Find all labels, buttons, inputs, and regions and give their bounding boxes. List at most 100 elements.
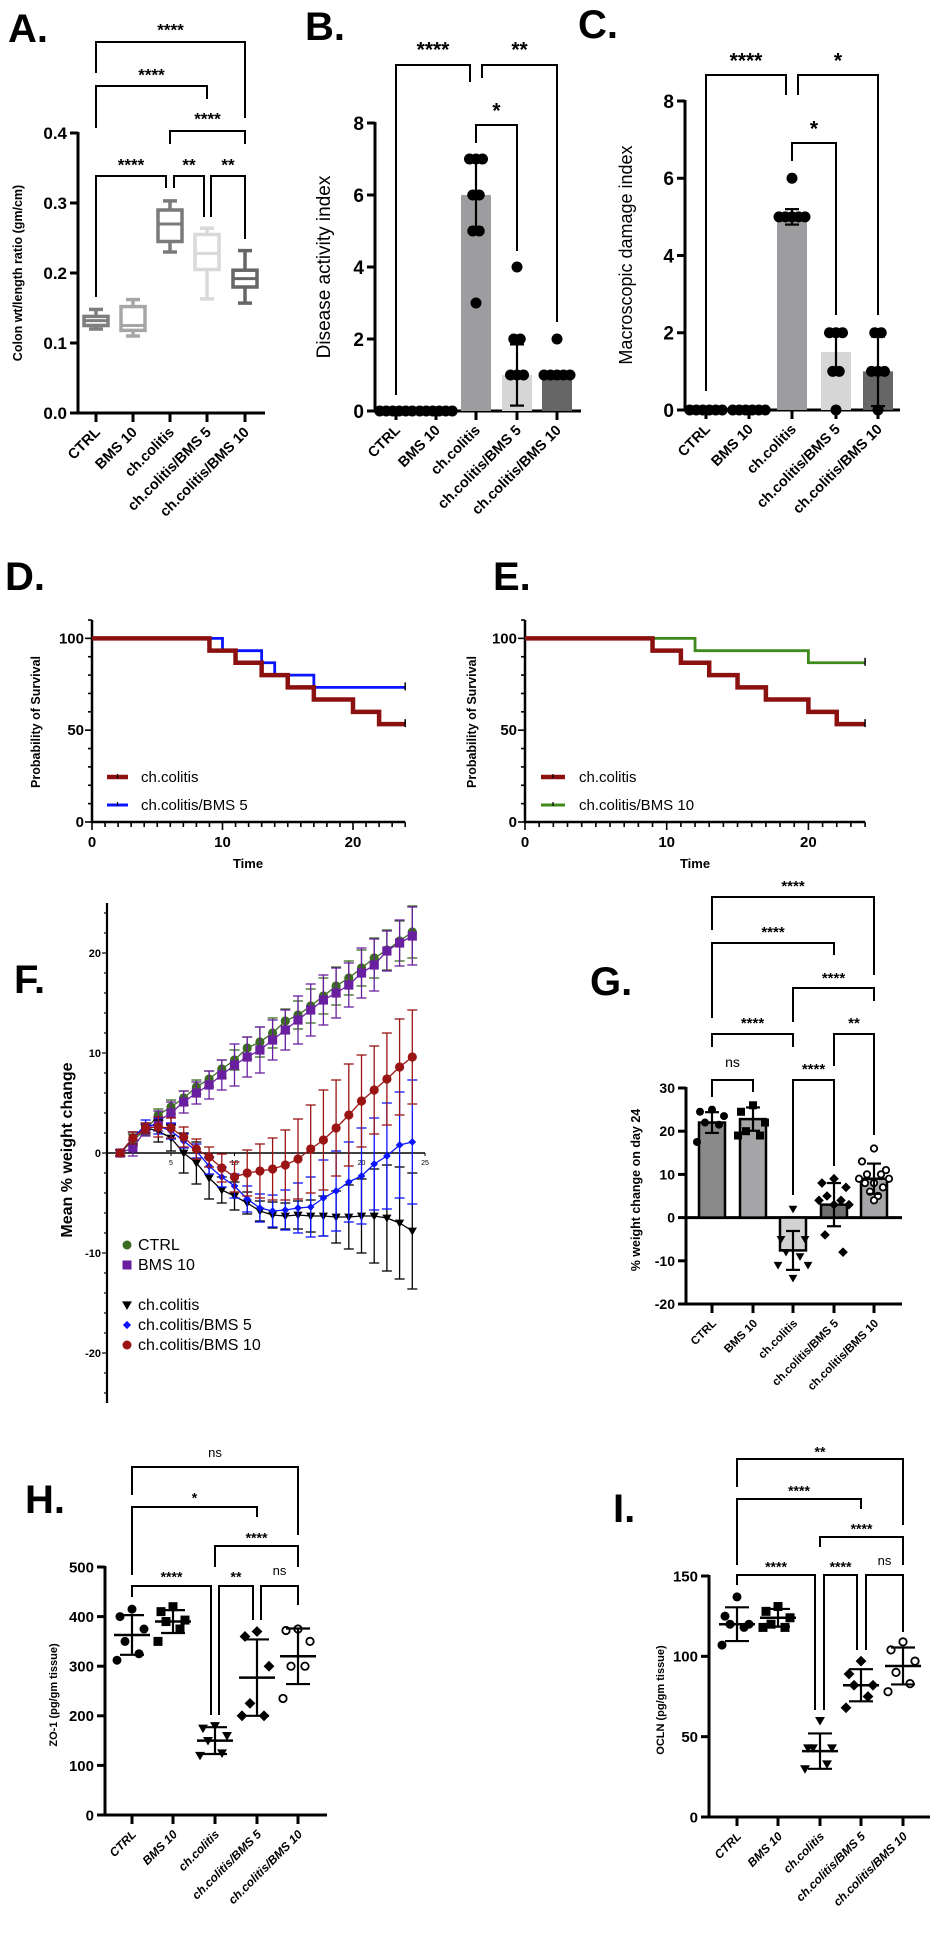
data-points-group [236,1626,275,1722]
y-tick-label: 0 [690,1809,698,1826]
data-point [179,1132,189,1142]
significance-label: **** [730,49,764,72]
data-point [781,1248,791,1257]
y-axis-label: ZO-1 (pg/gm tissue) [48,1643,60,1747]
data-point [293,1154,303,1164]
significance-label: **** [765,1558,787,1574]
x-category-label: ch.colitis/BMS 10 [830,1829,910,1909]
data-point [318,1135,328,1145]
data-point [217,1163,227,1173]
x-tick-label: 5 [169,1160,173,1167]
data-point [191,1088,201,1098]
data-point [788,1205,798,1214]
significance-label: ** [848,1015,860,1032]
data-point [306,1005,316,1015]
box-0 [82,307,110,331]
x-axis-label: Time [680,856,710,871]
data-point [251,1626,263,1637]
data-point [229,1172,240,1182]
x-tick-label: 25 [421,1160,429,1167]
y-tick-label: 100 [69,1758,94,1775]
y-tick-label: 0 [95,1148,101,1160]
significance-label: **** [161,1568,183,1584]
series-4 [115,1009,418,1201]
y-tick-label: 0 [509,814,517,831]
data-point [268,1164,278,1174]
data-point [720,1112,728,1121]
data-point [369,960,379,970]
data-point [156,1607,166,1617]
y-tick-label: 10 [89,1048,101,1060]
data-point [407,1227,417,1236]
data-point [305,1636,315,1647]
data-point [191,1144,201,1154]
data-point [281,1206,290,1214]
bracket-line [214,1545,299,1567]
significance-label: **** [788,1482,810,1498]
series-line [119,931,413,1154]
data-point [357,1172,366,1180]
error-bar [469,161,483,229]
significance-bracket: **** [711,924,835,1018]
significance-bracket: ** [481,38,558,322]
data-point [761,1606,771,1616]
bracket-line [833,1033,875,1135]
y-axis-label: Macroscopic damage index [616,145,636,364]
error-bar [843,1668,879,1703]
error-bar [827,1181,841,1228]
data-point [280,1025,290,1035]
y-tick-label: 0.4 [43,124,67,143]
significance-bracket: **** [823,1558,858,1710]
data-point [830,404,842,416]
y-tick-label: 400 [69,1609,94,1626]
series-line [119,1127,413,1232]
data-points-group [866,327,890,416]
significance-bracket: ** [173,156,205,217]
y-tick-label: 2 [353,330,364,351]
x-category-label: ch.colitis/BMS 10 [806,1318,881,1393]
data-points-group [538,333,576,381]
data-point [204,1152,214,1162]
bar [777,216,807,410]
y-axis-label: Probability of Survival [465,656,479,788]
significance-label: **** [118,156,145,175]
data-point [511,261,523,273]
data-point [394,1219,405,1228]
legend-label: ch.colitis [141,769,199,786]
significance-label: ** [231,1568,242,1584]
data-point [300,1661,310,1671]
error-bar [155,1609,191,1635]
y-tick-label: 30 [659,1080,675,1096]
data-point [696,1107,704,1116]
data-point [306,1203,315,1211]
data-point [869,1196,879,1205]
data-point [120,1636,130,1646]
panel-label: H. [25,1478,65,1522]
y-axis-label: % weight change on day 24 [629,1109,643,1272]
data-point [564,369,576,381]
series-line [119,1124,413,1212]
panel-f: F.-20-10010205102025Mean % weight change… [14,903,429,1403]
data-point [139,1624,149,1634]
significance-bracket: **** [131,1568,212,1715]
legend-marker [122,1340,132,1350]
data-point [898,1637,908,1647]
data-point [268,1035,278,1045]
y-tick-label: 0 [663,401,674,422]
data-point [127,1604,137,1614]
bracket-line [711,1079,754,1097]
data-point [732,1592,742,1602]
y-tick-label: 50 [67,722,84,739]
data-point [239,1631,251,1642]
data-point [243,1195,252,1203]
error-bar [719,1606,755,1643]
data-point [115,1148,125,1158]
data-point [179,1149,189,1158]
data-point [815,1717,825,1726]
legend-label: ch.colitis [579,769,637,786]
error-bar [871,335,885,408]
y-axis-label: Probability of Survival [29,656,43,788]
y-tick-label: 6 [353,186,364,207]
legend-label: ch.colitis/BMS 5 [141,797,248,814]
data-point [878,1183,888,1192]
